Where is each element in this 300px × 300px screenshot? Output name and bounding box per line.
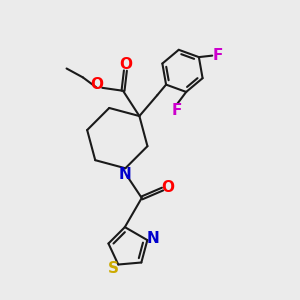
Text: S: S [108, 262, 119, 277]
Text: O: O [90, 77, 104, 92]
Text: O: O [161, 180, 174, 195]
Text: N: N [119, 167, 132, 182]
Text: F: F [213, 47, 224, 62]
Text: N: N [147, 231, 160, 246]
Text: F: F [172, 103, 182, 118]
Text: O: O [119, 57, 132, 72]
